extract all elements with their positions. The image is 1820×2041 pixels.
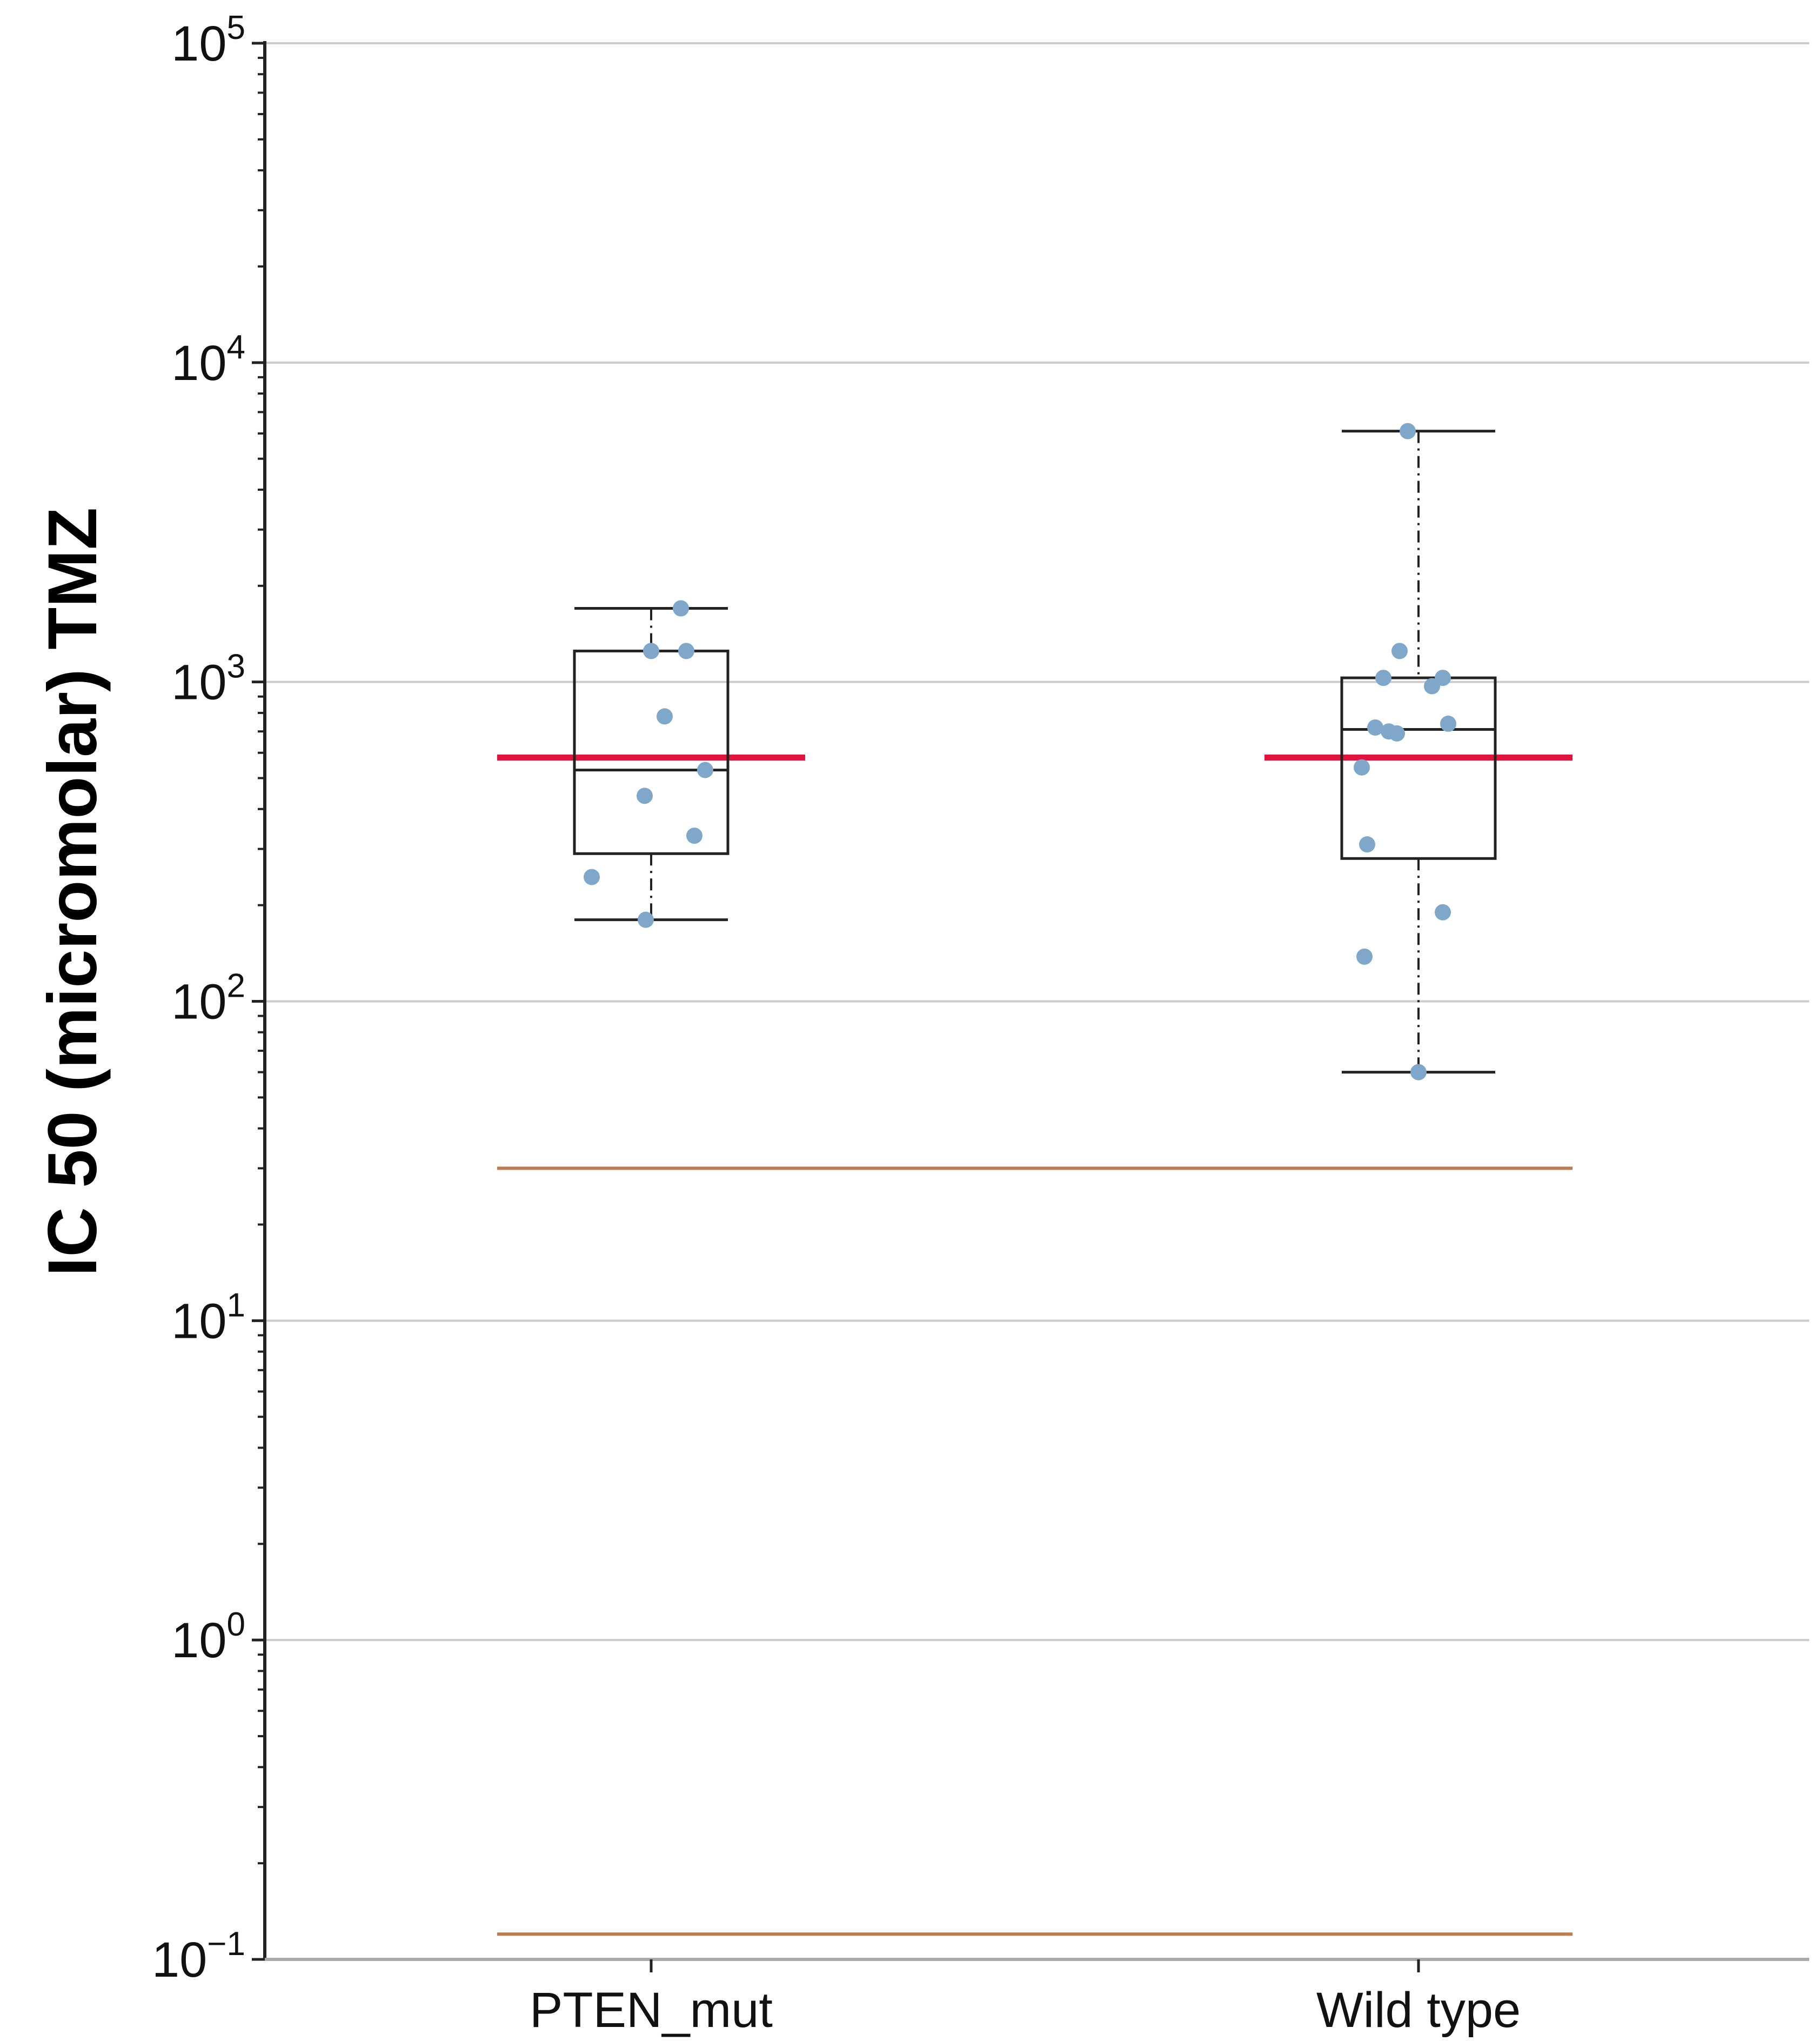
data-point-0-3 — [657, 708, 673, 725]
data-point-1-4 — [1424, 678, 1440, 695]
data-point-1-5 — [1440, 715, 1456, 732]
data-point-0-2 — [678, 643, 694, 659]
data-point-1-10 — [1359, 836, 1375, 853]
data-point-0-6 — [686, 828, 702, 844]
data-point-1-8 — [1389, 725, 1405, 742]
y-axis-label: IC 50 (micromolar) TMZ — [34, 508, 111, 1276]
data-point-1-12 — [1356, 948, 1373, 965]
y-tick-label-0: 105 — [171, 9, 245, 71]
data-point-1-11 — [1435, 904, 1451, 921]
grid-layer — [265, 42, 1809, 1960]
y-tick-label-4: 101 — [171, 1286, 245, 1349]
data-point-0-0 — [673, 600, 689, 617]
data-point-1-9 — [1354, 759, 1370, 776]
data-point-0-1 — [643, 643, 659, 659]
boxes-layer — [573, 430, 1497, 1074]
data-point-1-6 — [1367, 719, 1383, 736]
y-tick-label-1: 104 — [171, 329, 245, 391]
data-point-1-13 — [1410, 1064, 1427, 1080]
data-point-0-5 — [637, 788, 653, 804]
x-tick-label-1: Wild type — [1316, 1983, 1521, 2038]
data-point-1-2 — [1375, 670, 1391, 686]
y-tick-label-2: 103 — [171, 648, 245, 710]
data-point-0-8 — [638, 911, 654, 928]
data-point-1-1 — [1391, 643, 1408, 659]
labels-layer: IC 50 (micromolar) TMZ 105 104 103 102 101 10… — [34, 9, 1521, 2038]
data-point-0-7 — [584, 869, 600, 885]
data-point-1-0 — [1400, 423, 1416, 439]
box-1 — [1340, 676, 1497, 860]
reference-lines — [497, 754, 1573, 1936]
data-point-0-4 — [697, 762, 713, 778]
y-tick-label-6: 10−1 — [152, 1925, 245, 1987]
y-tick-label-5: 100 — [171, 1606, 245, 1668]
y-tick-label-3: 102 — [171, 968, 245, 1030]
axis-layer — [252, 41, 1809, 1972]
points-layer — [584, 423, 1456, 1080]
x-tick-label-0: PTEN_mut — [530, 1983, 773, 2038]
